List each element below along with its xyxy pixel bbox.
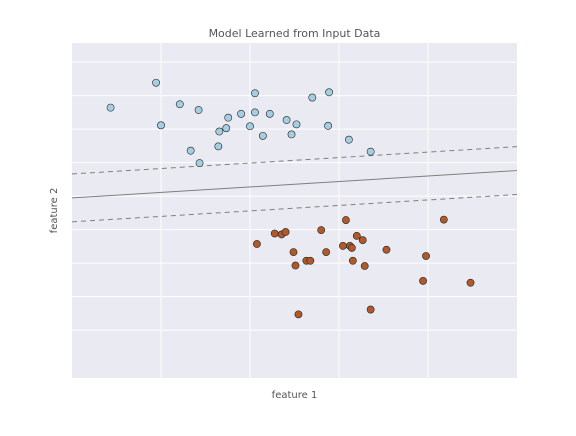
- data-point-class-0: [175, 100, 184, 109]
- plot-background: [72, 43, 517, 378]
- data-point-class-1: [422, 252, 430, 260]
- data-point-class-0: [237, 109, 245, 118]
- data-point-class-0: [106, 103, 115, 112]
- data-point-class-1: [360, 262, 369, 270]
- data-point-class-0: [214, 142, 223, 151]
- data-point-class-1: [352, 231, 361, 240]
- data-point-class-1: [289, 248, 298, 257]
- data-point-class-1: [291, 261, 300, 270]
- data-point-class-0: [194, 106, 203, 114]
- data-point-class-0: [324, 121, 333, 130]
- data-point-class-0: [344, 135, 353, 144]
- data-point-class-0: [246, 122, 254, 131]
- data-point-class-1: [466, 278, 475, 287]
- margin-line: [71, 146, 518, 175]
- data-point-class-1: [382, 245, 391, 254]
- data-point-class-1: [347, 243, 356, 252]
- data-point-class-1: [322, 248, 331, 257]
- data-point-class-0: [282, 116, 291, 124]
- x-axis-label: feature 1: [272, 390, 318, 401]
- data-point-class-0: [258, 131, 267, 140]
- data-point-class-0: [251, 89, 259, 98]
- data-points: [106, 78, 475, 319]
- data-point-class-0: [152, 78, 160, 87]
- data-point-class-1: [348, 256, 357, 265]
- data-point-class-1: [253, 240, 261, 248]
- data-point-class-1: [281, 228, 290, 236]
- data-point-class-1: [439, 215, 448, 224]
- data-point-class-1: [294, 310, 303, 319]
- data-point-class-1: [317, 226, 326, 235]
- decision-boundary-line: [71, 170, 518, 199]
- data-point-class-0: [224, 113, 233, 122]
- data-point-class-1: [366, 305, 375, 314]
- margin-line: [71, 193, 518, 223]
- grid: [72, 43, 517, 378]
- data-point-class-0: [195, 159, 204, 168]
- chart-title: Model Learned from Input Data: [209, 27, 381, 40]
- data-point-class-1: [306, 256, 315, 265]
- data-point-class-1: [342, 216, 350, 224]
- data-point-class-0: [215, 127, 224, 136]
- data-point-class-0: [222, 124, 231, 133]
- data-point-class-0: [265, 109, 274, 118]
- data-point-class-0: [287, 130, 296, 139]
- data-point-class-1: [358, 236, 367, 245]
- data-point-class-0: [157, 121, 165, 130]
- decision-lines: [71, 146, 518, 223]
- data-point-class-0: [366, 147, 375, 156]
- data-point-class-0: [292, 120, 301, 129]
- data-point-class-0: [251, 108, 259, 117]
- data-point-class-0: [186, 146, 195, 155]
- data-point-class-0: [325, 88, 334, 97]
- data-point-class-1: [339, 242, 347, 250]
- data-point-class-0: [308, 93, 317, 102]
- data-point-class-1: [270, 229, 279, 238]
- y-axis-label: feature 2: [49, 188, 60, 234]
- data-point-class-1: [419, 276, 427, 285]
